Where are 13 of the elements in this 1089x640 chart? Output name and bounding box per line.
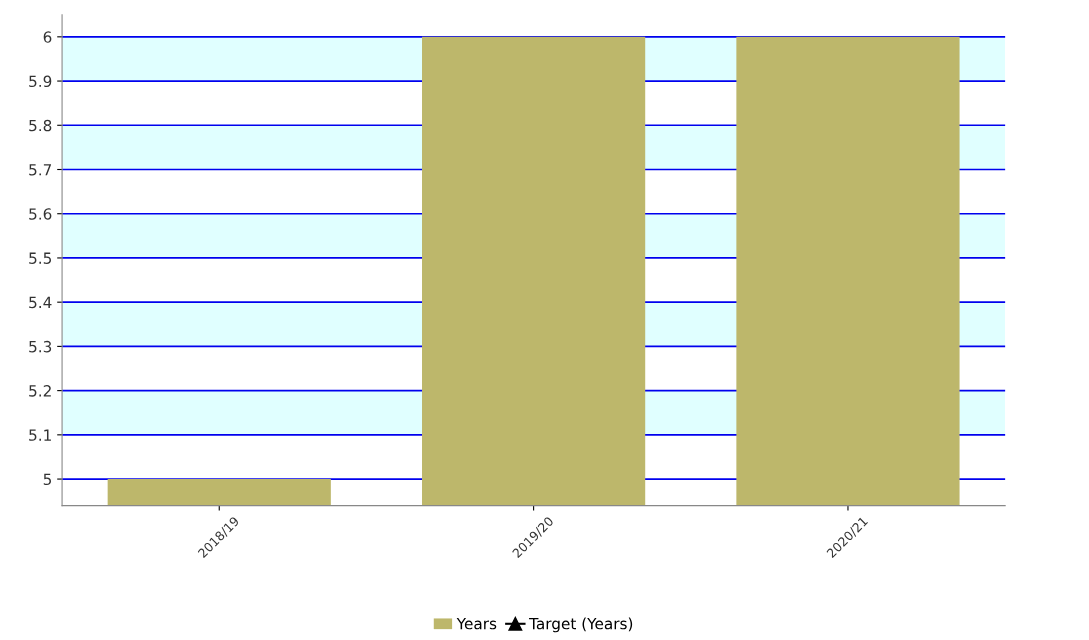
y-tick-label: 5.2	[29, 385, 51, 397]
y-tick-label: 5.4	[29, 296, 52, 309]
legend-label: Years	[456, 618, 497, 630]
y-tick-label: 6	[43, 31, 52, 43]
y-tick-label: 5.7	[29, 164, 52, 176]
y-tick-label: 5.6	[29, 208, 52, 220]
y-tick-label: 5.3	[29, 340, 52, 353]
y-tick-label: 5.8	[29, 119, 52, 132]
y-tick-label: 5	[43, 473, 52, 486]
y-tick-label: 5.1	[29, 429, 51, 441]
y-tick-label: 5.9	[29, 75, 52, 88]
legend-label: Target (Years)	[529, 617, 633, 633]
y-tick-label: 5.5	[29, 252, 52, 264]
